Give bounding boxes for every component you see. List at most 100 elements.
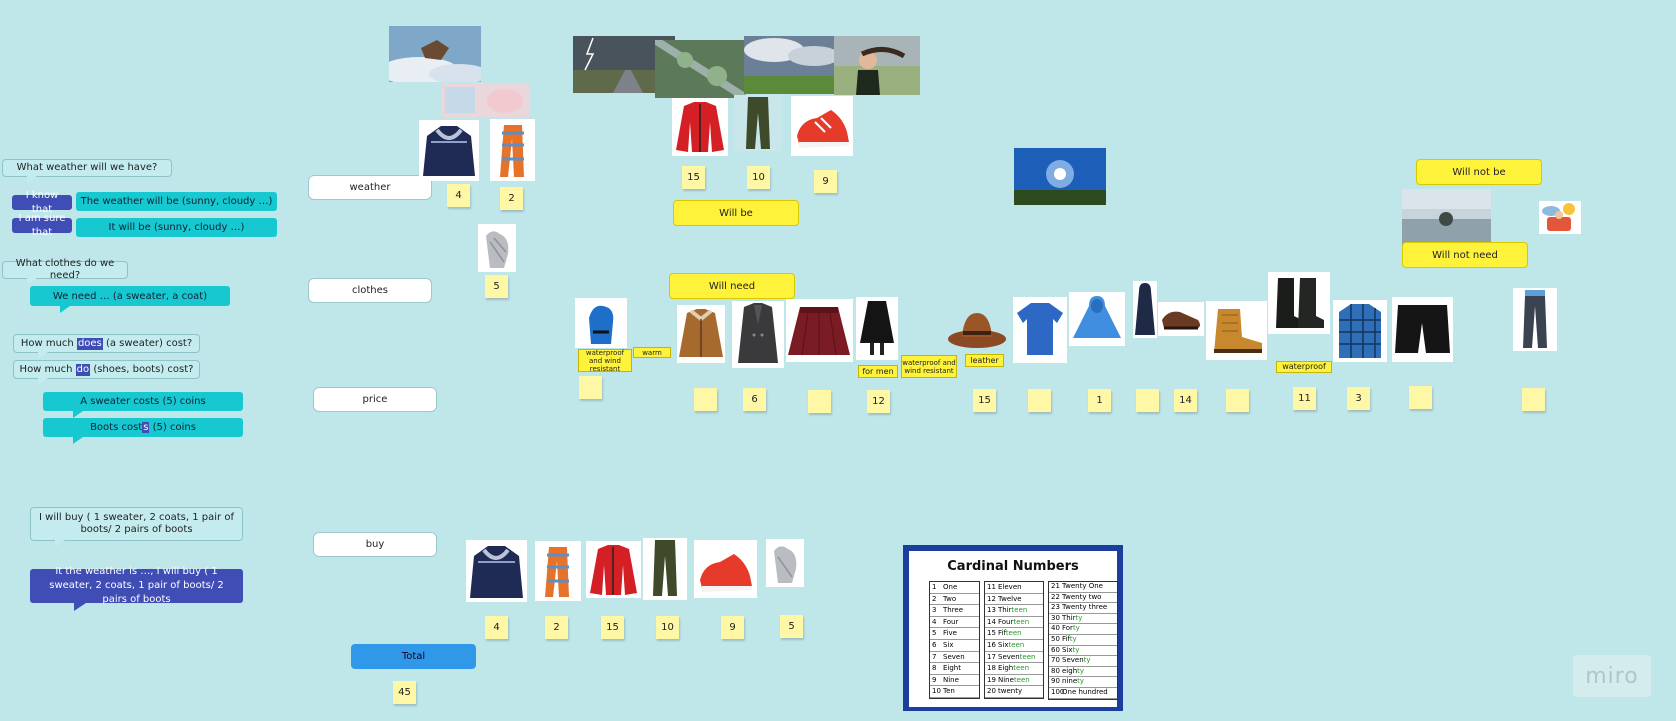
question-clothes: What clothes do we need? [2, 258, 128, 285]
buy-price-scarf[interactable]: 2 [545, 616, 568, 639]
row-label-buy: buy [313, 532, 437, 557]
rubber-boots-image [1268, 272, 1330, 334]
cardinal-word: One hundred [1062, 687, 1108, 696]
cardinal-word: Two [943, 594, 957, 603]
cardinal-row: 70 Seventy [1049, 656, 1117, 667]
cardinal-row: 30 Thirty [1049, 614, 1117, 625]
price-sneakers-top[interactable]: 9 [814, 170, 837, 193]
price-row-9[interactable] [1136, 389, 1159, 412]
cardinal-number: 50 [1051, 634, 1060, 643]
price-row-2[interactable] [694, 388, 717, 411]
price-row-4[interactable] [808, 390, 831, 413]
cardinal-row: 19 Nineteen [985, 675, 1043, 687]
cardinal-word: eighty [1062, 666, 1085, 675]
buy-price-gloves[interactable]: 5 [780, 615, 803, 638]
price-jacket-top[interactable]: 15 [682, 166, 705, 189]
gloves-image [478, 224, 516, 272]
total-value[interactable]: 45 [393, 681, 416, 704]
price-row-12[interactable]: 11 [1293, 387, 1316, 410]
cardinal-word: Thirteen [998, 606, 1028, 615]
sunny-field-image [1014, 148, 1106, 205]
cardinal-number: 14 [987, 617, 996, 626]
phrase-boots-cost: Boots cost s (5) coins [43, 418, 243, 444]
price-row-13[interactable]: 3 [1347, 387, 1370, 410]
price-row-14[interactable] [1409, 386, 1432, 409]
cardinal-row: 1 One [930, 582, 979, 594]
price-gloves-top[interactable]: 5 [485, 275, 508, 298]
cardinal-row: 4 Four [930, 617, 979, 629]
tag-waterproof-2: waterproof and wind resistant [901, 355, 957, 378]
cardinal-word: Fifteen [998, 629, 1022, 638]
cloudy-field-image [744, 36, 838, 94]
kids-weather-image [1539, 201, 1581, 234]
cardinal-word: twenty [998, 687, 1023, 696]
price-scarf-top[interactable]: 2 [500, 187, 523, 210]
cardinal-word: Five [943, 629, 957, 638]
buy-sneakers-image [694, 540, 757, 598]
label-will-need: Will need [669, 273, 795, 299]
buy-price-jacket[interactable]: 15 [601, 616, 624, 639]
cardinal-row: 22 Twenty two [1049, 593, 1117, 604]
cardinal-number: 100 [1051, 687, 1065, 696]
cardinal-number: 21 [1051, 582, 1060, 590]
buy-price-pants[interactable]: 10 [656, 616, 679, 639]
phrase-i-will-buy: I will buy ( 1 sweater, 2 coats, 1 pair … [30, 507, 243, 547]
tag-waterproof-1: waterproof and wind resistant [578, 349, 632, 373]
cardinal-number: 4 [932, 617, 937, 626]
buy-price-sweater[interactable]: 4 [485, 616, 508, 639]
cardinal-row: 40 Forty [1049, 624, 1117, 635]
cardinal-row: 3 Three [930, 605, 979, 617]
price-row-3[interactable]: 6 [743, 388, 766, 411]
cardinal-number: 16 [987, 640, 996, 649]
price-row-15[interactable] [1522, 388, 1545, 411]
blue-glove-image [575, 298, 627, 348]
cardinal-row: 5 Five [930, 628, 979, 640]
winter-sky-image [389, 26, 481, 82]
total-button[interactable]: Total [351, 644, 476, 669]
price-sweater-top[interactable]: 4 [447, 184, 470, 207]
price-row-11[interactable] [1226, 389, 1249, 412]
cardinal-number: 1 [932, 583, 937, 591]
scarf-image [490, 119, 535, 181]
phrase-i-know-that: I know that [12, 190, 72, 215]
cardinal-numbers-poster: Cardinal Numbers 1 One 2 Two 3 Three 4 Four 5 Fiv… [903, 545, 1123, 711]
phrase-sweater-costs: A sweater costs (5) coins [43, 392, 243, 418]
cardinal-row: 9 Nine [930, 675, 979, 687]
cardinal-row: 7 Seven [930, 652, 979, 664]
price-row-1[interactable] [579, 376, 602, 399]
raincoat-image [1133, 281, 1157, 338]
cardinal-word: Seventy [1062, 656, 1091, 665]
how-much-do-a: How much [19, 363, 73, 375]
leather-shoes-image [1158, 302, 1204, 336]
question-how-much-do: How much do (shoes, boots) cost? [13, 360, 200, 385]
cardinal-word: Fourteen [998, 617, 1030, 626]
price-row-5[interactable]: 12 [867, 390, 890, 413]
label-will-not-be: Will not be [1416, 159, 1542, 185]
cardinal-word: Seven [943, 652, 965, 661]
cardinal-column-3: 21 Twenty One 22 Twenty two 23 Twenty three 30… [1048, 581, 1118, 700]
price-row-8[interactable]: 1 [1088, 389, 1111, 412]
cardinal-word: Eight [943, 664, 961, 673]
price-row-7[interactable] [1028, 389, 1051, 412]
how-much-do-highlight: do [75, 363, 91, 376]
cardinal-row: 12 Twelve [985, 594, 1043, 606]
price-row-10[interactable]: 14 [1174, 389, 1197, 412]
sneakers-image [791, 96, 853, 156]
cardinal-number: 8 [932, 664, 937, 673]
cardinal-row: 10 Ten [930, 686, 979, 698]
cardinal-word: One [943, 583, 958, 591]
gray-coat-image [732, 301, 784, 368]
cardinal-row: 15 Fifteen [985, 628, 1043, 640]
cardinal-number: 10 [932, 687, 941, 696]
cardinal-number: 17 [987, 652, 996, 661]
buy-price-sneakers[interactable]: 9 [721, 616, 744, 639]
price-row-6[interactable]: 15 [973, 389, 996, 412]
cardinal-number: 6 [932, 640, 937, 649]
cardinal-number: 18 [987, 664, 996, 673]
cardinal-number: 13 [987, 606, 996, 615]
price-pants-top[interactable]: 10 [747, 166, 770, 189]
cardinal-number: 7 [932, 652, 937, 661]
boots-cost-b: (5) coins [152, 422, 196, 433]
leather-jacket-image [677, 305, 725, 363]
cardinal-numbers-panel: Cardinal Numbers 1 One 2 Two 3 Three 4 Four 5 Fiv… [909, 551, 1118, 707]
